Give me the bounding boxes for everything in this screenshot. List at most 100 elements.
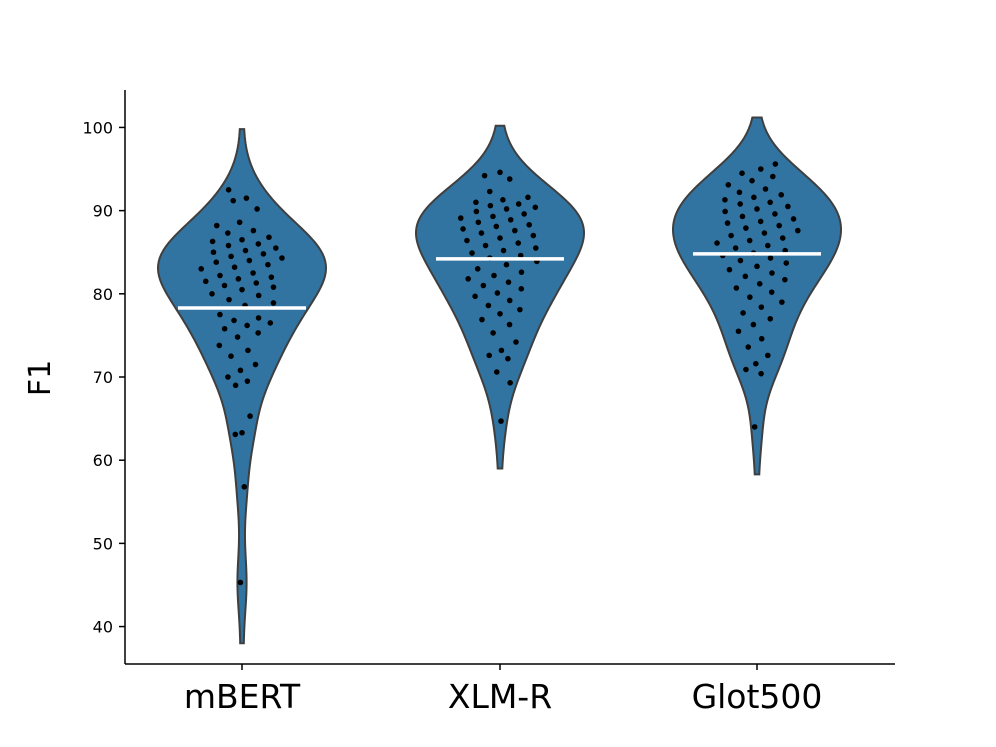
data-point bbox=[252, 361, 259, 368]
data-point bbox=[486, 352, 492, 359]
data-point bbox=[526, 221, 532, 228]
data-point bbox=[751, 424, 758, 430]
x-ticks-layer: mBERT XLM-R Glot500 bbox=[184, 664, 823, 716]
data-point bbox=[490, 213, 496, 220]
data-point bbox=[532, 204, 539, 211]
data-point bbox=[722, 208, 728, 215]
data-point bbox=[473, 199, 479, 206]
data-point bbox=[237, 367, 244, 374]
data-point bbox=[209, 238, 216, 245]
data-point bbox=[735, 328, 742, 335]
data-point bbox=[232, 382, 239, 389]
data-point bbox=[221, 282, 228, 289]
data-point bbox=[497, 235, 503, 241]
data-point bbox=[260, 251, 267, 257]
data-point bbox=[474, 266, 481, 272]
data-point bbox=[239, 429, 245, 436]
data-point bbox=[765, 352, 771, 359]
data-point bbox=[244, 322, 250, 329]
data-point bbox=[486, 188, 493, 195]
points-layer bbox=[198, 161, 801, 586]
data-point bbox=[507, 216, 514, 223]
data-point bbox=[239, 286, 245, 293]
data-point bbox=[762, 186, 769, 192]
data-point bbox=[743, 366, 749, 373]
data-point bbox=[457, 215, 464, 221]
data-point bbox=[515, 240, 522, 246]
data-point bbox=[743, 225, 749, 231]
data-point bbox=[498, 418, 504, 424]
data-point bbox=[726, 266, 733, 273]
data-point bbox=[747, 294, 753, 300]
data-point bbox=[225, 242, 232, 249]
data-point bbox=[767, 315, 774, 322]
data-point bbox=[776, 222, 782, 229]
data-point bbox=[758, 335, 765, 342]
data-point bbox=[517, 252, 524, 259]
data-point bbox=[232, 431, 239, 438]
data-point bbox=[761, 230, 768, 236]
data-point bbox=[506, 297, 513, 304]
y-tick-label: 60 bbox=[93, 451, 113, 470]
data-point bbox=[465, 276, 471, 282]
data-point bbox=[769, 270, 775, 276]
data-point bbox=[255, 241, 262, 247]
data-point bbox=[210, 249, 217, 256]
data-point bbox=[783, 260, 790, 266]
data-point bbox=[754, 206, 760, 212]
data-point bbox=[518, 286, 525, 292]
data-point bbox=[479, 316, 485, 323]
y-tick-label: 90 bbox=[93, 202, 113, 221]
x-tick-label: mBERT bbox=[184, 677, 301, 716]
data-point bbox=[266, 234, 272, 241]
data-point bbox=[767, 199, 773, 206]
data-point bbox=[497, 169, 503, 176]
data-point bbox=[746, 237, 753, 244]
data-point bbox=[507, 380, 513, 386]
violins-layer bbox=[156, 116, 843, 645]
data-point bbox=[225, 374, 231, 380]
y-tick-label: 80 bbox=[93, 285, 113, 304]
data-point bbox=[478, 230, 485, 236]
data-point bbox=[270, 284, 277, 290]
data-point bbox=[772, 211, 778, 217]
data-point bbox=[490, 330, 496, 336]
data-point bbox=[779, 235, 786, 241]
data-point bbox=[745, 344, 752, 350]
data-point bbox=[525, 194, 531, 201]
data-point bbox=[228, 353, 234, 360]
y-tick-label: 50 bbox=[93, 534, 113, 553]
data-point bbox=[754, 263, 760, 270]
violin-xlm-r bbox=[414, 124, 586, 470]
data-point bbox=[224, 230, 231, 236]
data-point bbox=[795, 227, 801, 234]
data-point bbox=[225, 187, 232, 193]
x-tick-label: XLM-R bbox=[448, 677, 552, 716]
data-point bbox=[217, 311, 223, 318]
data-point bbox=[226, 296, 232, 303]
data-point bbox=[239, 236, 245, 243]
data-point bbox=[742, 273, 749, 280]
data-point bbox=[273, 245, 279, 251]
data-point bbox=[250, 227, 257, 234]
data-point bbox=[722, 197, 728, 203]
data-point bbox=[235, 276, 242, 282]
data-point bbox=[202, 278, 209, 285]
data-point bbox=[241, 484, 248, 490]
data-point bbox=[228, 253, 234, 260]
data-point bbox=[217, 272, 223, 279]
data-point bbox=[740, 310, 746, 316]
y-tick-label: 70 bbox=[93, 368, 113, 387]
x-tick-label: Glot500 bbox=[692, 677, 823, 716]
data-point bbox=[487, 202, 494, 209]
data-point bbox=[475, 219, 482, 226]
violin-mbert bbox=[156, 128, 328, 645]
data-point bbox=[736, 189, 743, 196]
data-point bbox=[503, 206, 510, 212]
data-point bbox=[243, 195, 250, 201]
data-point bbox=[231, 264, 238, 270]
data-point bbox=[757, 218, 764, 225]
data-point bbox=[753, 360, 759, 367]
data-point bbox=[481, 172, 488, 179]
data-point bbox=[513, 339, 519, 345]
